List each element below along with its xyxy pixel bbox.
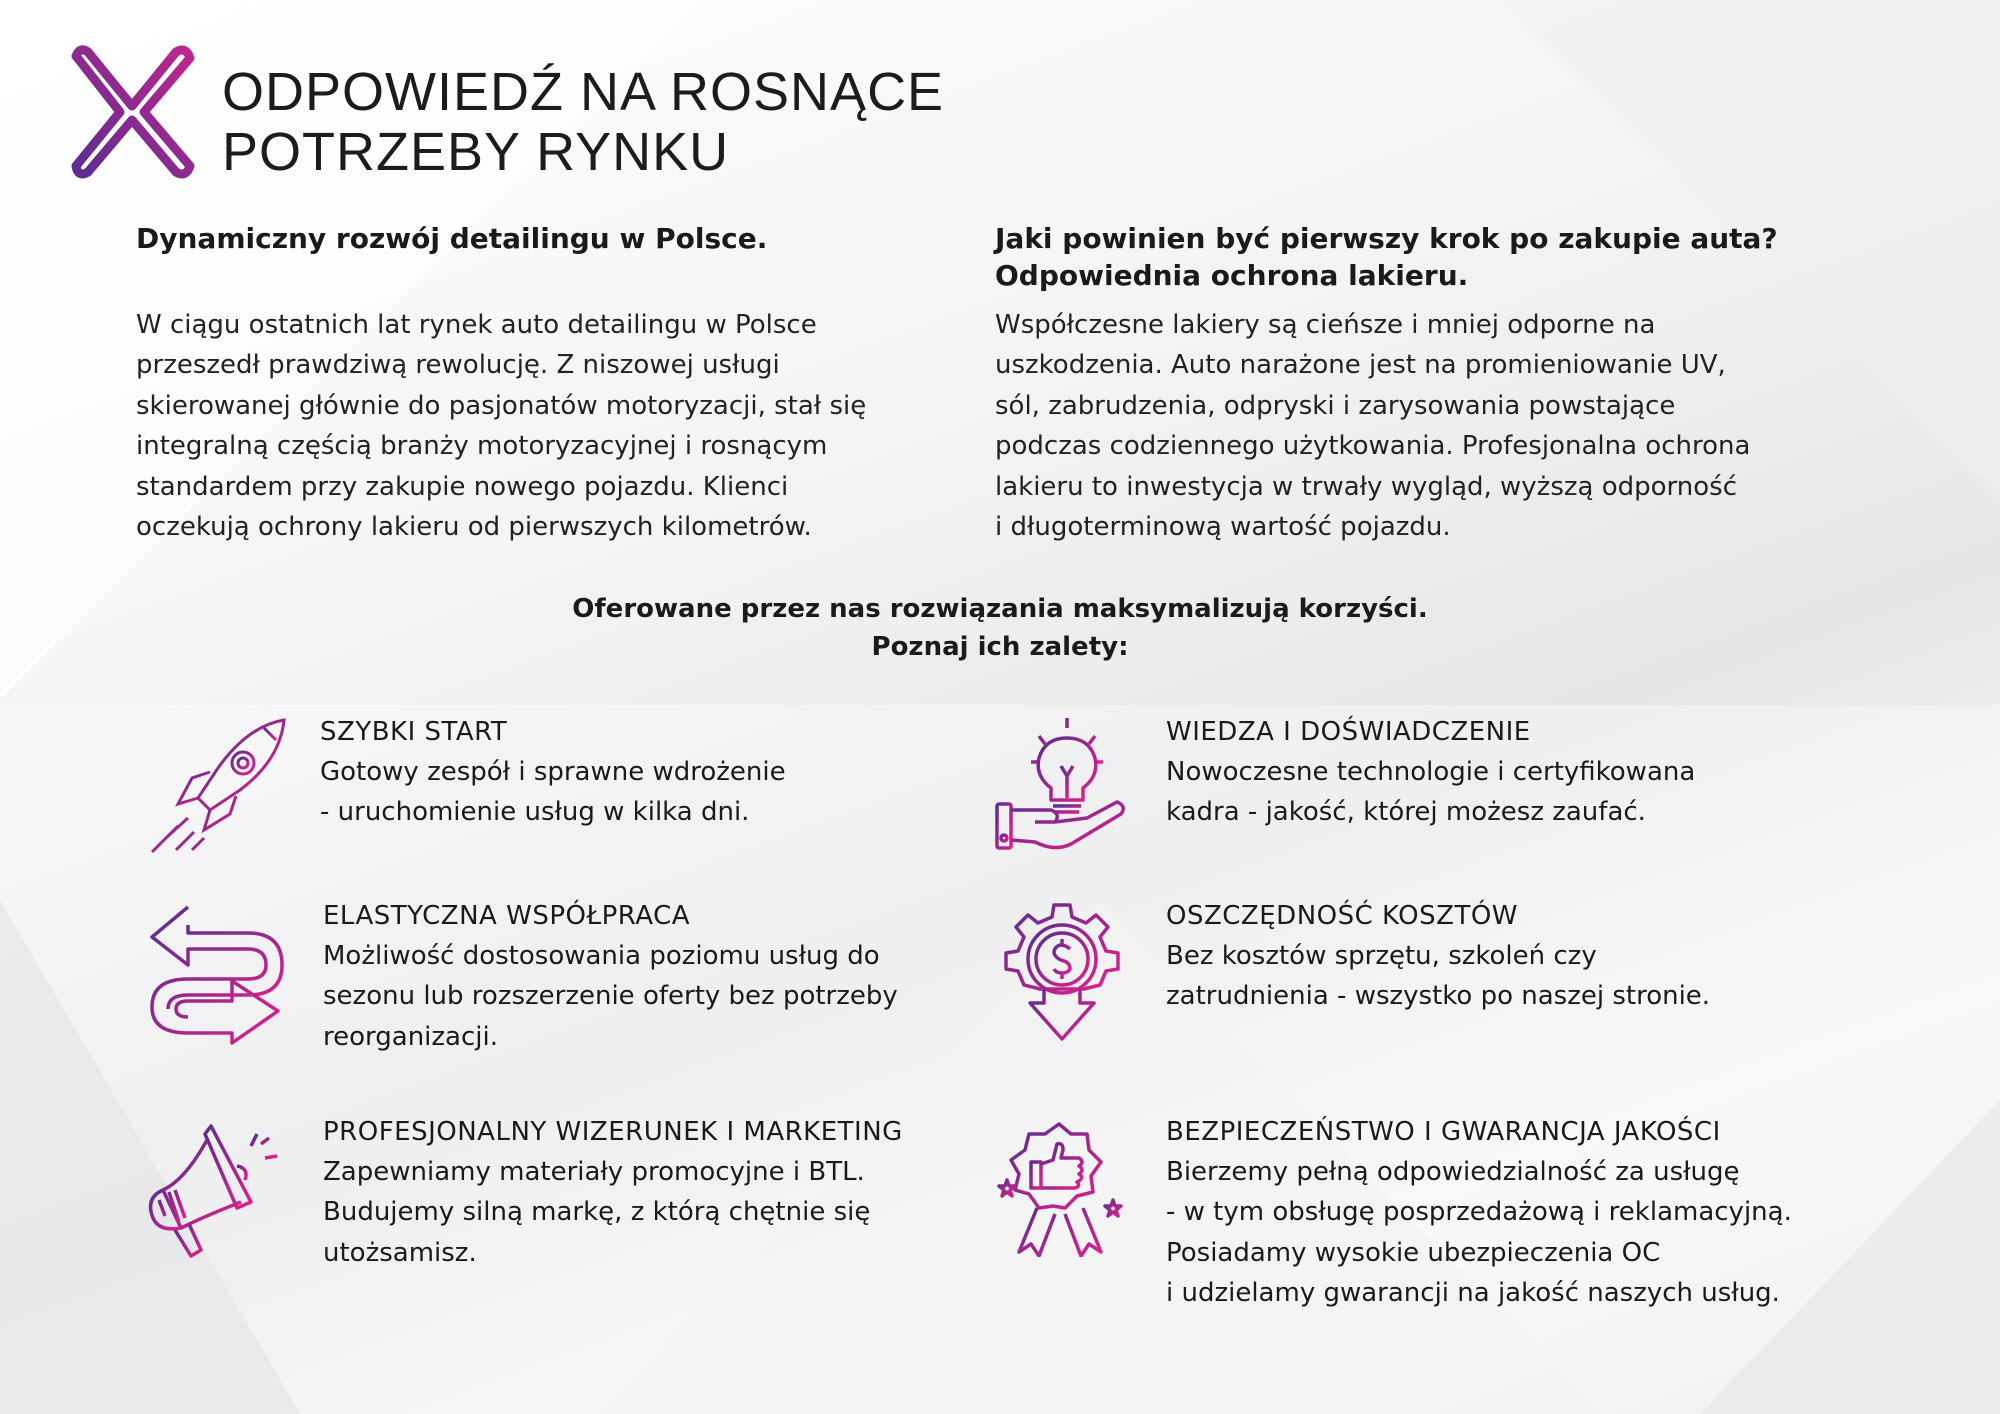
- feature-szybki-start: SZYBKI START Gotowy zespół i sprawne wdr…: [320, 717, 786, 828]
- intro-text: Oferowane przez nas rozwiązania maksymal…: [572, 594, 1428, 662]
- feature-oszczednosc-kosztow: OSZCZĘDNOŚĆ KOSZTÓW Bez kosztów sprzętu,…: [1166, 901, 1711, 1012]
- arrows-icon: [150, 905, 284, 1045]
- x-logo: [71, 45, 195, 179]
- gear-dollar-icon: [1004, 903, 1120, 1041]
- right-heading: Jaki powinien być pierwszy krok po zakup…: [995, 222, 1778, 292]
- page-title: ODPOWIEDŹ NA ROSNĄCE POTRZEBY RYNKU: [222, 62, 945, 182]
- left-paragraph: W ciągu ostatnich lat rynek auto detaili…: [136, 310, 867, 543]
- feature-profesjonalny-wizerunek: PROFESJONALNY WIZERUNEK I MARKETING Zape…: [323, 1117, 903, 1268]
- lightbulb-hand-icon: [995, 718, 1125, 850]
- megaphone-icon: [148, 1124, 278, 1258]
- feature-elastyczna-wspolpraca: ELASTYCZNA WSPÓŁPRACA Możliwość dostosow…: [323, 901, 898, 1052]
- award-thumbs-up-icon: [997, 1122, 1123, 1257]
- feature-wiedza: WIEDZA I DOŚWIADCZENIE Nowoczesne techno…: [1166, 717, 1696, 828]
- rocket-icon: [150, 718, 286, 854]
- left-heading: Dynamiczny rozwój detailingu w Polsce.: [136, 222, 768, 255]
- right-paragraph: Współczesne lakiery są cieńsze i mniej o…: [995, 310, 1751, 543]
- feature-bezpieczenstwo: BEZPIECZEŃSTWO I GWARANCJA JAKOŚCI Bierz…: [1166, 1117, 1792, 1309]
